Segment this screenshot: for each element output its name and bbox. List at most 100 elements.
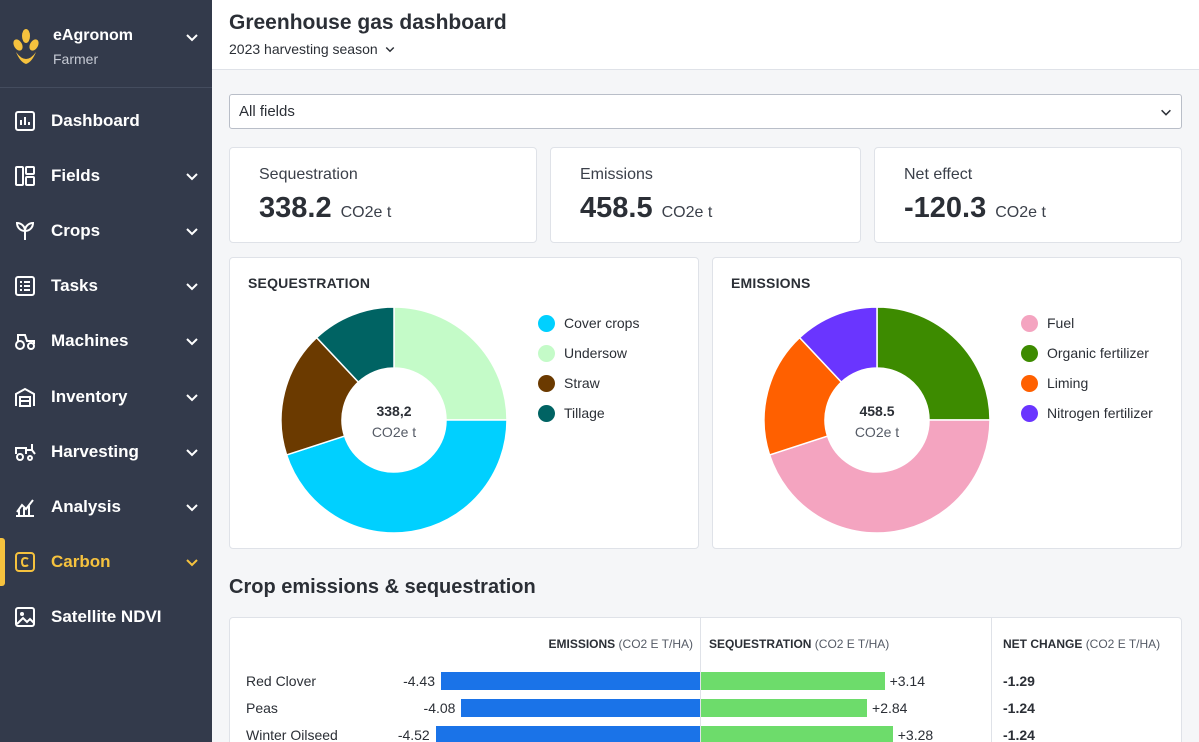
sidebar-item-tasks[interactable]: Tasks (0, 262, 212, 310)
legend-item: Organic fertilizer (1021, 338, 1153, 368)
net-change-value: -1.24 (1003, 700, 1035, 716)
crop-name: Red Clover (246, 673, 317, 689)
season-selector[interactable]: 2023 harvesting season (229, 41, 396, 57)
chevron-down-icon (186, 228, 198, 236)
carbon-icon (15, 552, 35, 572)
donut-slice-cover-crops[interactable] (285, 419, 508, 534)
fields-icon (15, 166, 35, 186)
stat-unit: CO2e t (995, 204, 1046, 221)
stat-card-sequestration: Sequestration 338.2 CO2e t (229, 147, 537, 243)
sidebar-item-label: Satellite NDVI (51, 607, 162, 626)
sidebar-item-satellite-ndvi[interactable]: Satellite NDVI (0, 593, 212, 641)
crop-emissions-table: EMISSIONS (CO2 E T/HA) SEQUESTRATION (CO… (229, 617, 1182, 742)
sequestration-bar (701, 672, 885, 690)
warehouse-icon (15, 387, 35, 407)
legend-item: Undersow (538, 338, 639, 368)
net-change-value: -1.24 (1003, 727, 1035, 742)
crop-name: Winter Oilseed (246, 727, 338, 742)
tractor-icon (15, 334, 35, 350)
sprout-icon (15, 221, 35, 240)
column-header-emissions: EMISSIONS (CO2 E T/HA) (548, 637, 694, 651)
stat-value: 338.2 (259, 192, 332, 224)
donut-slice-fuel[interactable] (768, 419, 991, 534)
checklist-icon (15, 276, 35, 296)
donut-center-value: 458.5 (859, 403, 895, 419)
stat-value: 458.5 (580, 192, 653, 224)
sidebar-item-carbon[interactable]: Carbon (0, 538, 212, 586)
legend-swatch (538, 374, 555, 392)
legend-label: Cover crops (564, 315, 640, 331)
chevron-down-icon (186, 283, 198, 291)
chart-box-icon (15, 111, 35, 131)
donut-slice-undersow[interactable] (393, 306, 508, 421)
legend-label: Undersow (564, 345, 628, 361)
donut-slice-liming[interactable] (763, 336, 843, 456)
legend-label: Organic fertilizer (1047, 345, 1149, 361)
brand-switcher[interactable]: eAgronom Farmer (0, 0, 212, 88)
panel-title: SEQUESTRATION (248, 275, 371, 291)
legend-label: Fuel (1047, 315, 1075, 331)
brand-name: eAgronom (53, 27, 133, 44)
sidebar-item-harvesting[interactable]: Harvesting (0, 428, 212, 476)
chevron-down-icon (385, 46, 394, 53)
legend-swatch (538, 344, 555, 362)
donut-slice-tillage[interactable] (315, 306, 395, 384)
legend-item: Straw (538, 368, 639, 398)
field-select[interactable]: All fields (229, 94, 1182, 129)
sidebar-item-inventory[interactable]: Inventory (0, 373, 212, 421)
legend-item: Nitrogen fertilizer (1021, 398, 1153, 428)
page-title: Greenhouse gas dashboard (229, 11, 507, 34)
brand-role: Farmer (53, 51, 99, 67)
donut-slice-straw[interactable] (280, 336, 360, 456)
sidebar-item-dashboard[interactable]: Dashboard (0, 97, 212, 145)
stat-card-emissions: Emissions 458.5 CO2e t (550, 147, 861, 243)
legend-label: Liming (1047, 375, 1089, 391)
sidebar-item-label: Carbon (51, 552, 111, 571)
donut-center-unit: CO2e t (371, 424, 417, 440)
wheat-logo-icon (13, 29, 39, 64)
analysis-icon (16, 499, 34, 517)
legend-label: Nitrogen fertilizer (1047, 405, 1153, 421)
legend-swatch (538, 314, 555, 332)
section-title: Crop emissions & sequestration (229, 576, 536, 598)
chevron-down-icon (1161, 109, 1171, 116)
legend-swatch (1021, 344, 1038, 362)
column-header-net-change: NET CHANGE (CO2 E T/HA) (1003, 637, 1161, 651)
stat-unit: CO2e t (340, 204, 392, 221)
chevron-down-icon (186, 559, 198, 567)
emissions-value: -4.43 (403, 673, 435, 689)
emissions-value: -4.08 (423, 700, 456, 716)
crop-name: Peas (246, 700, 278, 716)
chevron-down-icon (186, 173, 198, 181)
sequestration-value: +3.28 (897, 727, 934, 742)
stat-label: Net effect (904, 166, 973, 183)
sidebar-item-crops[interactable]: Crops (0, 207, 212, 255)
sidebar-item-label: Fields (51, 166, 101, 185)
sidebar-item-label: Tasks (51, 276, 98, 295)
donut-slice-nitrogen-fertilizer[interactable] (798, 306, 878, 384)
emissions-bar (435, 726, 700, 742)
legend-item: Liming (1021, 368, 1153, 398)
harvester-icon (15, 444, 36, 461)
sequestration-legend: Cover crops Undersow Straw Tillage (538, 308, 639, 428)
image-icon (15, 607, 35, 627)
sequestration-donut-chart (280, 306, 508, 534)
sidebar-item-analysis[interactable]: Analysis (0, 483, 212, 531)
emissions-bar (441, 672, 700, 690)
donut-slice-organic-fertilizer[interactable] (876, 306, 991, 421)
chevron-down-icon (186, 504, 198, 512)
sidebar-item-label: Machines (51, 331, 129, 350)
sidebar-item-label: Harvesting (51, 442, 139, 461)
sequestration-bar (701, 699, 868, 717)
sidebar-item-label: Crops (51, 221, 101, 240)
sidebar-item-label: Dashboard (51, 111, 140, 130)
legend-item: Fuel (1021, 308, 1153, 338)
sidebar-item-machines[interactable]: Machines (0, 317, 212, 365)
sequestration-value: +3.14 (889, 673, 926, 689)
stat-label: Sequestration (259, 166, 358, 183)
sidebar-item-fields[interactable]: Fields (0, 152, 212, 200)
net-change-value: -1.29 (1003, 673, 1035, 689)
emissions-panel: EMISSIONS 458.5 CO2e t Fuel Organic ferti… (712, 257, 1182, 549)
sequestration-value: +2.84 (872, 700, 908, 716)
sidebar: eAgronom Farmer Dashboard Fields Crops Task… (0, 0, 212, 742)
